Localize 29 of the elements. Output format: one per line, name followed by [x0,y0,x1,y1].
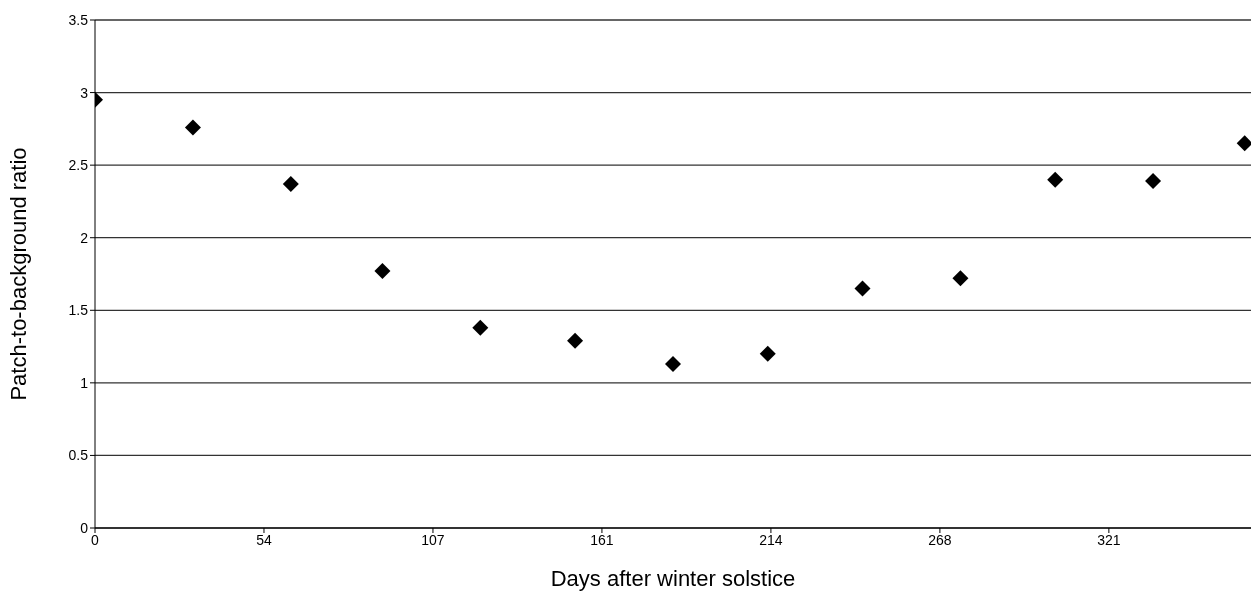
y-tick-label: 0.5 [68,447,89,464]
y-tick-label: 3 [80,84,89,101]
point [1236,135,1251,152]
point [184,119,201,136]
point [567,332,584,349]
y-tick-label: 1.5 [68,302,89,319]
y-tick-label: 0 [80,519,89,536]
y-tick-label: 2.5 [68,157,89,174]
y-tick-label: 1 [80,374,89,391]
x-tick-label: 107 [421,531,445,548]
x-tick-label: 214 [759,531,783,548]
point [759,345,776,362]
x-tick-label: 268 [928,531,952,548]
point [665,355,681,372]
point [282,176,299,193]
point [1047,171,1064,188]
y-axis-title: Patch-to-background ratio [5,147,31,401]
y-tick-label: 2 [80,229,89,246]
x-axis-title: Days after winter solstice [550,566,796,591]
point [854,280,871,297]
point [952,270,969,287]
y-tick-label: 3.5 [68,11,89,28]
x-tick-label: 321 [1097,531,1121,548]
x-tick-label: 54 [256,531,272,548]
point [374,263,391,280]
point [472,319,489,336]
point [1145,173,1162,190]
x-tick-label: 161 [590,531,614,548]
x-tick-label: 0 [91,531,100,548]
